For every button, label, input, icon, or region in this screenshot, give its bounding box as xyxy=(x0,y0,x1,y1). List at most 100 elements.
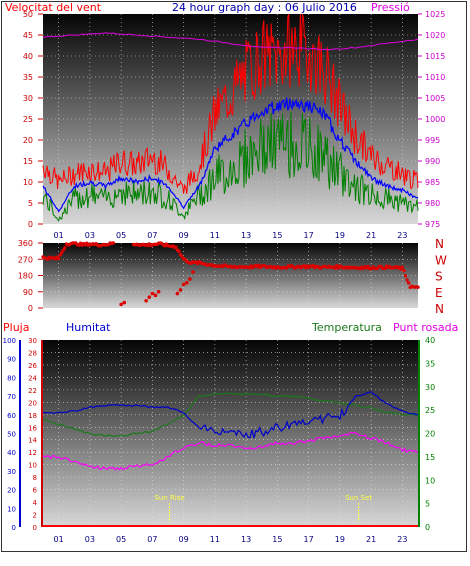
wind-direction-point xyxy=(153,293,158,298)
pressure-tick-label: 1005 xyxy=(425,94,445,103)
wind-direction-point xyxy=(119,302,123,307)
wind-direction-point xyxy=(184,280,189,285)
pressure-tick-label: 1010 xyxy=(425,73,445,82)
wind-gust-series xyxy=(42,13,419,194)
wind-speed-tick-label: 15 xyxy=(23,157,33,166)
temperature-tick-label: 40 xyxy=(425,336,435,345)
temperature-tick-label: 10 xyxy=(425,476,435,485)
pluja-tick-label: 12 xyxy=(28,449,37,457)
wind-direction-point xyxy=(60,251,64,255)
wind-direction-point xyxy=(177,249,181,253)
humitat-tick-label: 40 xyxy=(7,449,16,457)
pluja-tick-label: 2 xyxy=(33,512,37,520)
wind-speed-label: Velocitat del vent xyxy=(5,1,102,14)
hour-tick-label: 21 xyxy=(366,535,376,544)
wind-speed-tick-label: 20 xyxy=(23,136,33,145)
wind-direction-point xyxy=(335,263,339,268)
wind-direction-point xyxy=(178,288,183,292)
wind-direction-point xyxy=(56,256,61,261)
pluja-tick-label: 8 xyxy=(33,474,37,482)
wind-direction-point xyxy=(416,285,420,289)
pressure-tick-label: 1020 xyxy=(425,31,445,40)
hour-tick-label: 07 xyxy=(147,535,157,544)
hour-tick-label: 13 xyxy=(241,535,251,544)
hour-tick-label: 03 xyxy=(85,535,95,544)
temperature-series xyxy=(42,392,419,438)
humitat-label: Humitat xyxy=(66,321,111,334)
wind-speed-tick-label: 40 xyxy=(23,52,33,61)
hour-tick-label: 17 xyxy=(304,535,314,544)
pressure-tick-label: 995 xyxy=(425,136,440,145)
wind-direction-point xyxy=(180,254,184,259)
hour-tick-label: 05 xyxy=(116,231,126,240)
grid-layer xyxy=(43,14,418,527)
hour-tick-label: 19 xyxy=(335,535,345,544)
wind-direction-point xyxy=(144,298,148,303)
temperature-tick-label: 15 xyxy=(425,453,435,462)
pluja-tick-label: 20 xyxy=(28,399,37,407)
humitat-tick-label: 20 xyxy=(7,487,16,495)
wind-speed-tick-label: 35 xyxy=(23,73,33,82)
hour-tick-label: 13 xyxy=(241,231,251,240)
pluja-tick-label: 16 xyxy=(28,424,37,432)
pressure-tick-label: 990 xyxy=(425,157,440,166)
wind-direction-point xyxy=(188,277,192,281)
direction-tick-label: 0 xyxy=(28,304,33,313)
tick-labels-layer: 0510152025303540455097598098599099510001… xyxy=(3,10,447,544)
wind-speed-tick-label: 0 xyxy=(28,220,33,229)
series-layer: Sun Rise Sun Set xyxy=(41,13,420,527)
pressure-tick-label: 1015 xyxy=(425,52,445,61)
temperature-tick-label: 25 xyxy=(425,406,435,415)
wind-speed-tick-label: 5 xyxy=(28,199,33,208)
humitat-tick-label: 70 xyxy=(7,393,16,401)
wind-speed-tick-label: 10 xyxy=(23,178,33,187)
wind-direction-point xyxy=(400,265,405,269)
pluja-tick-label: 10 xyxy=(28,462,37,470)
temperature-tick-label: 5 xyxy=(425,500,430,509)
hour-tick-label: 11 xyxy=(210,535,220,544)
hour-tick-label: 23 xyxy=(397,535,407,544)
humitat-tick-label: 30 xyxy=(7,468,16,476)
temperatura-label: Temperatura xyxy=(311,321,382,334)
pluja-tick-label: 4 xyxy=(33,499,38,507)
wind-direction-point xyxy=(183,257,187,261)
direction-tick-label: 180 xyxy=(18,272,33,281)
hour-tick-label: 19 xyxy=(335,231,345,240)
sun-marker-label: Sun Set xyxy=(345,494,372,502)
direction-tick-label: 360 xyxy=(18,239,33,248)
wind-direction-point xyxy=(181,282,186,287)
wind-direction-point xyxy=(402,269,406,273)
pluja-tick-label: 22 xyxy=(28,387,37,395)
pressure-tick-label: 985 xyxy=(425,178,440,187)
pluja-tick-label: 24 xyxy=(28,374,37,382)
wind-direction-point xyxy=(156,289,161,294)
temperature-tick-label: 0 xyxy=(425,523,430,532)
humitat-tick-label: 60 xyxy=(7,412,16,420)
wind-direction-point xyxy=(111,241,116,245)
humitat-tick-label: 100 xyxy=(3,337,16,345)
wind-direction-point xyxy=(403,274,408,278)
hour-tick-label: 01 xyxy=(54,231,64,240)
pluja-tick-label: 0 xyxy=(33,524,37,532)
pressure-tick-label: 1025 xyxy=(425,10,445,19)
hour-tick-label: 21 xyxy=(366,231,376,240)
wind-direction-point xyxy=(333,266,337,270)
wind-direction-point xyxy=(122,300,127,305)
temperature-tick-label: 20 xyxy=(425,430,435,439)
hour-tick-label: 23 xyxy=(397,231,407,240)
hour-tick-label: 09 xyxy=(179,231,189,240)
temperature-tick-label: 30 xyxy=(425,383,435,392)
pressure-tick-label: 980 xyxy=(425,199,440,208)
sun-marker-label: Sun Rise xyxy=(154,494,184,502)
humidity-series xyxy=(42,391,419,439)
compass-letter: E xyxy=(435,286,443,300)
temperature-tick-label: 35 xyxy=(425,359,435,368)
wind-average-series xyxy=(42,97,419,213)
wind-direction-point xyxy=(191,270,195,274)
pluja-tick-label: 14 xyxy=(28,437,37,445)
humidity-temp-plot-area xyxy=(43,340,418,527)
wind-direction-point xyxy=(147,295,152,299)
humitat-tick-label: 80 xyxy=(7,374,16,382)
compass-letter: N xyxy=(435,302,444,316)
wind-direction-point xyxy=(63,246,67,250)
